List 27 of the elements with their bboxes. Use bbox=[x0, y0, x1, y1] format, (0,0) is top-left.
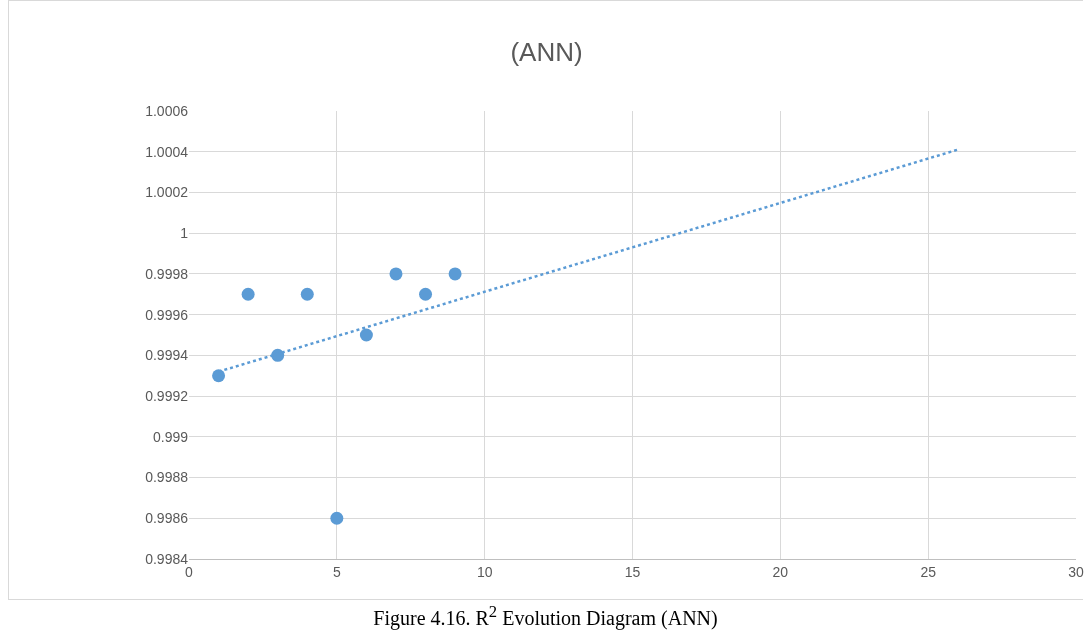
y-tick-label: 0.999 bbox=[152, 428, 189, 445]
x-tick-label: 10 bbox=[476, 563, 493, 580]
point bbox=[330, 511, 344, 525]
x-tick-label: 30 bbox=[1068, 563, 1084, 580]
y-tick-label: 0.9988 bbox=[145, 469, 189, 486]
x-tick-label: 5 bbox=[332, 563, 341, 580]
y-tick-label: 0.9986 bbox=[145, 510, 189, 527]
point bbox=[300, 287, 314, 301]
point bbox=[241, 287, 255, 301]
y-tick-label: 0.9996 bbox=[145, 306, 189, 323]
caption: Figure 4.16. R$^{2}$ Evolution Diagram (ANN) bbox=[372, 602, 719, 630]
y-tick-label: 1.0002 bbox=[145, 184, 189, 201]
y-tick-label: 0.9998 bbox=[145, 265, 189, 282]
x-tick-label: 25 bbox=[920, 563, 937, 580]
y-tick-label: 1.0004 bbox=[145, 143, 189, 160]
point bbox=[212, 369, 226, 383]
point bbox=[448, 267, 462, 281]
point bbox=[359, 328, 373, 342]
y-tick-label: 1.0006 bbox=[145, 102, 189, 119]
chart-title: (ANN) bbox=[510, 37, 583, 68]
x-tick-label: 15 bbox=[624, 563, 641, 580]
point bbox=[389, 267, 403, 281]
y-tick-label: 1 bbox=[180, 225, 189, 242]
y-tick-label: 0.9992 bbox=[145, 387, 189, 404]
y-tick-label: 0.9994 bbox=[145, 347, 189, 364]
point bbox=[419, 287, 433, 301]
x-tick-label: 20 bbox=[772, 563, 789, 580]
